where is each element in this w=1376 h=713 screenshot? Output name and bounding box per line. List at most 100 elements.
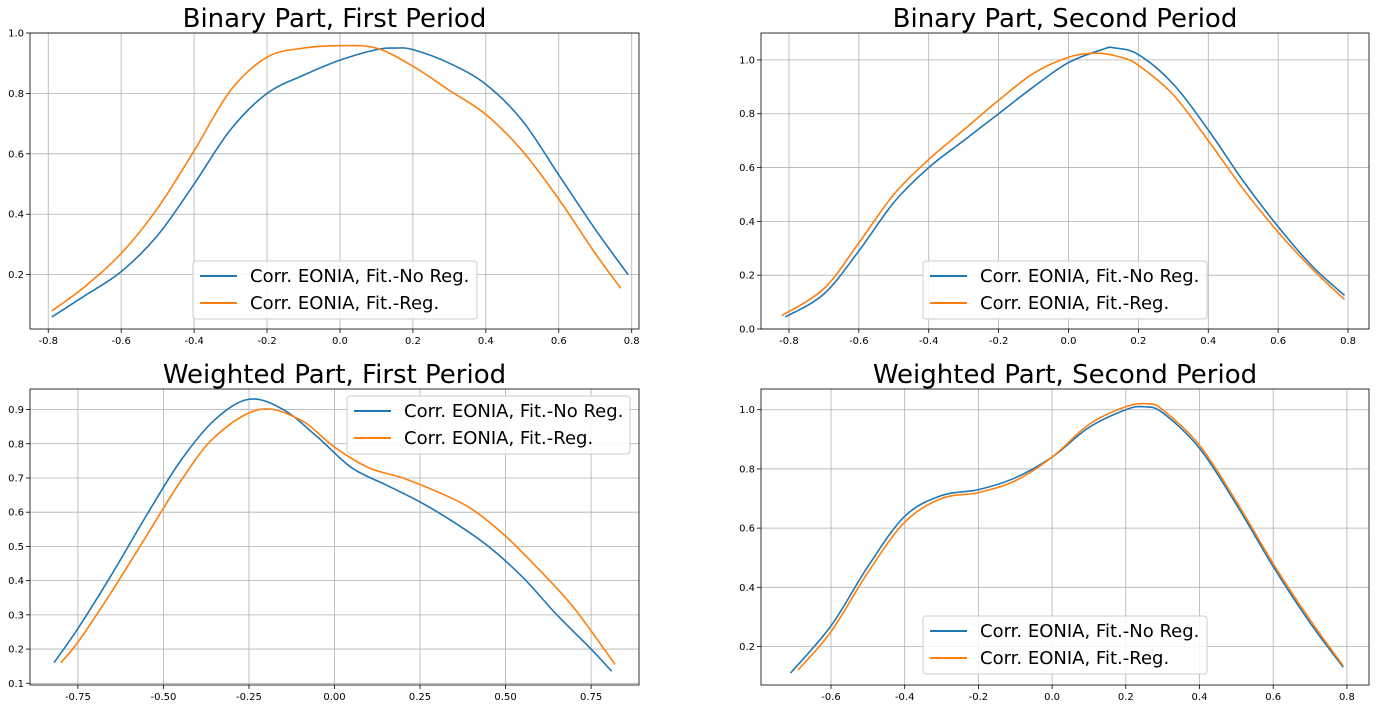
series-line-no-reg bbox=[51, 47, 629, 318]
x-tick-label: -0.2 bbox=[989, 336, 1009, 347]
x-tick-label: -0.8 bbox=[779, 336, 799, 347]
series-line-no-reg bbox=[53, 398, 613, 672]
legend-box bbox=[346, 395, 631, 455]
legend-label: Corr. EONIA, Fit.-No Reg. bbox=[250, 266, 469, 287]
x-tick-label: -0.8 bbox=[38, 336, 58, 347]
legend: Corr. EONIA, Fit.-No Reg. Corr. EONIA, Fi… bbox=[192, 260, 478, 320]
legend-box bbox=[922, 615, 1208, 675]
y-tick-label: 0.8 bbox=[8, 439, 24, 450]
x-tick-label: 0.4 bbox=[1192, 692, 1208, 703]
x-tick-label: 0.6 bbox=[1270, 336, 1286, 347]
x-tick-label: -0.2 bbox=[969, 692, 989, 703]
x-tick-label: 0.2 bbox=[405, 336, 421, 347]
y-tick-label: 1.0 bbox=[739, 55, 755, 66]
series-line-no-reg bbox=[789, 405, 1344, 674]
y-tick-label: 0.8 bbox=[739, 464, 755, 475]
y-tick-label: 0.2 bbox=[8, 645, 24, 656]
x-tick-label: 0.4 bbox=[1200, 336, 1216, 347]
plot-frame bbox=[760, 388, 1370, 686]
y-tick-label: 0.8 bbox=[739, 109, 755, 120]
series-line-no-reg bbox=[785, 46, 1346, 318]
chart-title: Weighted Part, Second Period bbox=[873, 360, 1257, 390]
grid bbox=[761, 389, 1369, 685]
series-line-reg bbox=[781, 52, 1346, 317]
plot-frame bbox=[29, 32, 640, 330]
x-tick-label: 0.0 bbox=[1044, 692, 1060, 703]
y-tick-label: 0.2 bbox=[739, 271, 755, 282]
legend: Corr. EONIA, Fit.-No Reg. Corr. EONIA, Fi… bbox=[346, 395, 631, 455]
y-tick-label: 0.6 bbox=[739, 163, 755, 174]
x-tick-label: 0.2 bbox=[1130, 336, 1146, 347]
x-tick-label: 0.8 bbox=[624, 336, 640, 347]
legend-label: Corr. EONIA, Fit.-No Reg. bbox=[404, 401, 623, 422]
x-tick-label: -0.2 bbox=[257, 336, 277, 347]
y-tick-label: 0.4 bbox=[8, 210, 24, 221]
legend-label: Corr. EONIA, Fit.-No Reg. bbox=[980, 621, 1199, 642]
y-tick-label: 0.1 bbox=[8, 679, 24, 690]
y-tick-label: 0.4 bbox=[739, 583, 755, 594]
y-tick-label: 0.6 bbox=[8, 149, 24, 160]
y-tick-label: 0.3 bbox=[8, 610, 24, 621]
y-tick-label: 1.0 bbox=[739, 405, 755, 416]
plot-frame bbox=[29, 388, 640, 686]
legend-box bbox=[192, 260, 478, 320]
chart-title: Binary Part, First Period bbox=[183, 4, 487, 34]
x-tick-label: 0.25 bbox=[409, 692, 431, 703]
y-tick-label: 0.2 bbox=[8, 270, 24, 281]
legend-label: Corr. EONIA, Fit.-Reg. bbox=[404, 428, 593, 449]
series-line-reg bbox=[797, 402, 1344, 671]
y-tick-label: 0.0 bbox=[739, 325, 755, 336]
x-tick-label: 0.6 bbox=[551, 336, 567, 347]
y-tick-label: 0.2 bbox=[739, 642, 755, 653]
y-tick-label: 1.0 bbox=[8, 29, 24, 40]
grid bbox=[761, 33, 1369, 330]
y-tick-label: 0.7 bbox=[8, 473, 24, 484]
x-tick-label: 0.0 bbox=[1061, 336, 1077, 347]
chart-title: Binary Part, Second Period bbox=[893, 4, 1238, 34]
y-tick-label: 0.4 bbox=[739, 217, 755, 228]
x-tick-label: -0.4 bbox=[895, 692, 915, 703]
legend-label: Corr. EONIA, Fit.-No Reg. bbox=[980, 266, 1199, 287]
x-tick-label: -0.6 bbox=[849, 336, 869, 347]
y-tick-label: 0.5 bbox=[8, 542, 24, 553]
x-tick-label: 0.8 bbox=[1340, 336, 1356, 347]
x-tick-label: -0.6 bbox=[111, 336, 131, 347]
y-tick-label: 0.9 bbox=[8, 405, 24, 416]
x-tick-label: 0.75 bbox=[580, 692, 602, 703]
x-tick-label: 0.2 bbox=[1118, 692, 1134, 703]
legend-box bbox=[922, 260, 1208, 320]
y-tick-label: 0.6 bbox=[739, 524, 755, 535]
legend-label: Corr. EONIA, Fit.-Reg. bbox=[980, 648, 1169, 669]
y-tick-label: 0.4 bbox=[8, 576, 24, 587]
x-tick-label: -0.25 bbox=[236, 692, 262, 703]
y-tick-label: 0.8 bbox=[8, 89, 24, 100]
plot-frame bbox=[760, 32, 1370, 330]
x-tick-label: 0.6 bbox=[1265, 692, 1281, 703]
series-line-reg bbox=[51, 44, 622, 312]
chart-title: Weighted Part, First Period bbox=[163, 360, 506, 390]
legend: Corr. EONIA, Fit.-No Reg. Corr. EONIA, Fi… bbox=[922, 260, 1208, 320]
x-tick-label: 0.4 bbox=[478, 336, 494, 347]
x-tick-label: -0.4 bbox=[919, 336, 939, 347]
legend: Corr. EONIA, Fit.-No Reg. Corr. EONIA, Fi… bbox=[922, 615, 1208, 675]
x-tick-label: 0.8 bbox=[1339, 692, 1355, 703]
series-line-reg bbox=[60, 408, 616, 665]
x-tick-label: -0.6 bbox=[821, 692, 841, 703]
legend-label: Corr. EONIA, Fit.-Reg. bbox=[250, 293, 439, 314]
x-tick-label: 0.50 bbox=[494, 692, 516, 703]
x-tick-label: -0.75 bbox=[65, 692, 91, 703]
x-tick-label: -0.4 bbox=[184, 336, 204, 347]
x-tick-label: 0.0 bbox=[332, 336, 348, 347]
x-tick-label: -0.50 bbox=[150, 692, 176, 703]
y-tick-label: 0.6 bbox=[8, 508, 24, 519]
x-tick-label: 0.00 bbox=[323, 692, 345, 703]
legend-label: Corr. EONIA, Fit.-Reg. bbox=[980, 293, 1169, 314]
